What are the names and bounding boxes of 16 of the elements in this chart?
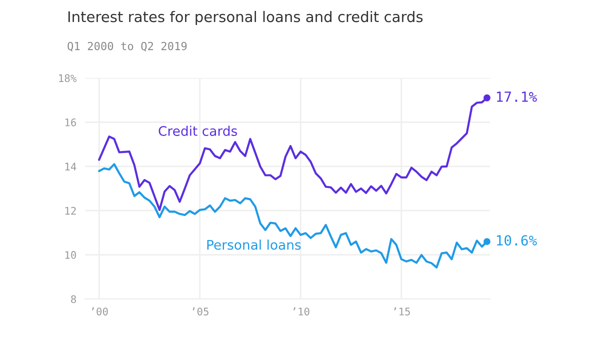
x-tick-label: ’15 <box>394 307 410 316</box>
x-tick-label: ’10 <box>294 307 310 316</box>
x-tick-label: ’05 <box>192 307 208 316</box>
y-tick-label: 8 <box>71 295 76 304</box>
chart-title: Interest rates for personal loans and credit cards <box>68 10 423 26</box>
y-tick-label: 12 <box>65 206 76 215</box>
data-label: 10.6% <box>496 235 537 246</box>
series-label: Personal loans <box>207 240 301 250</box>
series-label: Credit cards <box>158 126 238 136</box>
chart-subtitle: Q1 2000 to Q2 2019 <box>68 42 187 52</box>
y-tick-label: 16 <box>65 118 76 126</box>
y-tick-label: 14 <box>65 162 76 170</box>
y-tick-label: 10 <box>65 251 76 259</box>
x-tick-label: ’00 <box>92 307 108 316</box>
y-tick-label: 18% <box>59 74 76 82</box>
data-label: 17.1% <box>496 92 537 102</box>
